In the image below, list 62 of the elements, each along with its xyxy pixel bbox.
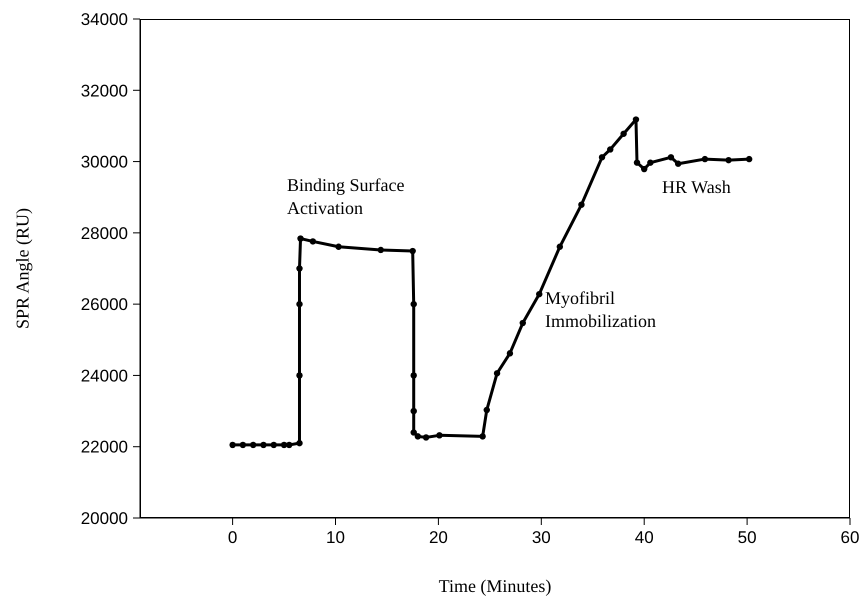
point — [229, 442, 236, 448]
x-tick-label: 60 — [840, 528, 860, 548]
point — [410, 300, 417, 308]
y-tick-label: 24000 — [80, 366, 128, 386]
point — [414, 433, 422, 440]
y-tick-label: 20000 — [80, 509, 128, 528]
point — [286, 442, 292, 448]
point — [409, 248, 416, 254]
point — [410, 429, 417, 436]
point — [484, 406, 490, 414]
y-tick-label: 22000 — [80, 438, 128, 457]
annotation: Myofibril Immobilization — [545, 287, 656, 333]
x-tick-label: 10 — [326, 528, 345, 548]
x-axis-title: Time (Minutes) — [438, 576, 552, 596]
point — [296, 300, 303, 308]
annotation: HR Wash — [662, 176, 731, 199]
x-tick-label: 0 — [228, 528, 238, 548]
point — [702, 156, 708, 162]
point — [422, 434, 430, 441]
point — [297, 235, 304, 242]
point — [494, 370, 500, 376]
point — [634, 159, 640, 166]
annotation: Binding Surface Activation — [287, 174, 404, 220]
point — [641, 166, 648, 172]
point — [668, 154, 674, 160]
point — [260, 442, 267, 448]
point — [296, 372, 303, 379]
point — [240, 442, 246, 448]
point — [479, 433, 486, 440]
x-tick-label: 40 — [634, 528, 654, 548]
y-tick-label: 28000 — [80, 224, 128, 243]
point — [674, 160, 682, 167]
point — [598, 154, 606, 160]
point — [725, 156, 732, 164]
point — [607, 146, 614, 153]
point — [335, 244, 342, 250]
y-tick-label: 26000 — [80, 295, 128, 314]
point — [746, 156, 752, 162]
point — [250, 442, 256, 448]
x-tick-label: 30 — [532, 528, 551, 548]
y-tick-label: 32000 — [80, 81, 128, 100]
point — [270, 442, 277, 448]
y-tick-label: 34000 — [80, 10, 128, 30]
y-tick-label: 30000 — [80, 152, 128, 172]
point — [296, 265, 303, 272]
point — [506, 350, 514, 357]
point — [632, 116, 640, 123]
point — [536, 290, 542, 298]
point — [647, 159, 654, 166]
point — [556, 244, 564, 250]
point — [520, 320, 526, 326]
point — [378, 246, 384, 254]
point — [410, 408, 417, 414]
point — [620, 130, 627, 137]
point — [436, 432, 443, 439]
point — [578, 202, 585, 208]
y-axis-title: SPR Angle (RU) — [12, 208, 32, 330]
point — [310, 238, 316, 245]
point — [410, 372, 417, 379]
x-tick-label: 50 — [738, 528, 757, 548]
x-tick-label: 20 — [428, 528, 448, 548]
point — [296, 440, 303, 446]
